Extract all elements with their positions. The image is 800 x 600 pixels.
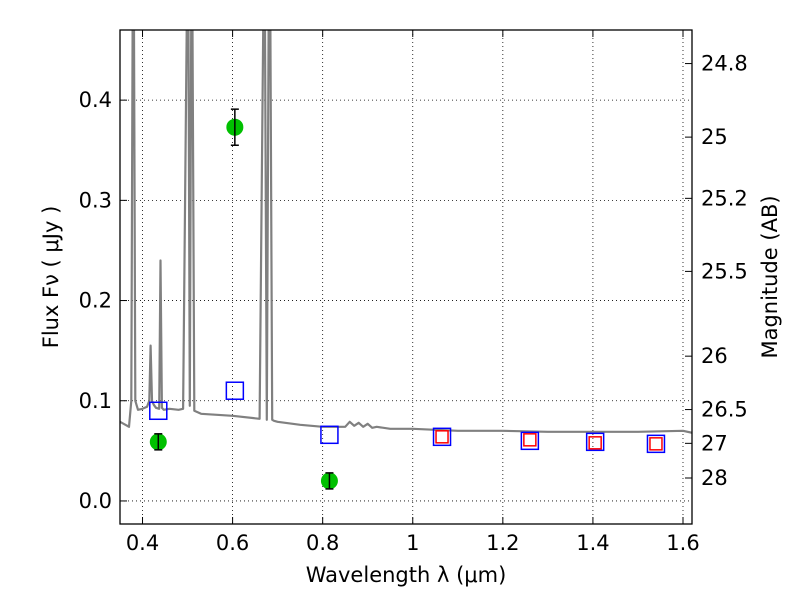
right-tick-label: 28 [701,466,728,490]
model-square [149,401,168,421]
y-tick-label: 0.0 [79,489,112,513]
x-tick-label: 1.2 [486,531,519,555]
x-tick-label: 1.4 [576,531,609,555]
right-tick-label: 25.5 [701,259,748,283]
model-square [520,431,540,451]
model-square [523,433,537,447]
spectrum-line [120,30,692,434]
model-square [646,434,666,454]
plot-frame [119,29,693,525]
y-tick-label: 0.2 [79,289,112,313]
x-axis-label: Wavelength λ (μm) [306,563,507,587]
right-tick-label: 25.2 [701,186,748,210]
model-square [320,425,339,445]
x-tick-label: 0.6 [216,531,249,555]
right-tick-label: 27 [701,431,728,455]
y-axis-label: Flux Fν ( μJy ) [39,206,63,349]
x-tick-label: 0.4 [126,531,159,555]
right-tick-label: 25 [701,125,728,149]
right-tick-label: 24.8 [701,52,748,76]
model-square [585,432,605,452]
spectrum-series [120,30,692,434]
y-tick-label: 0.4 [79,88,112,112]
model-square [435,430,449,444]
model-square [225,381,245,400]
right-tick-label: 26 [701,344,728,368]
y-tick-label: 0.3 [79,188,112,212]
right-tick-label: 26.5 [701,398,748,422]
grid [120,30,692,524]
x-tick-label: 1.6 [666,531,699,555]
x-tick-label: 1 [406,531,419,555]
y-tick-label: 0.1 [79,389,112,413]
model-square [588,436,602,450]
model-square [649,437,663,451]
right-axis-label: Magnitude (AB) [758,195,782,358]
axis-ticks: 0.4 0.6 0.8 1 1.2 1.4 1.6 0.0 0.1 0.2 0.3 0.4 24.8 25… [79,30,748,555]
data-marks [149,108,666,490]
model-square [432,427,452,447]
x-tick-label: 0.8 [306,531,339,555]
